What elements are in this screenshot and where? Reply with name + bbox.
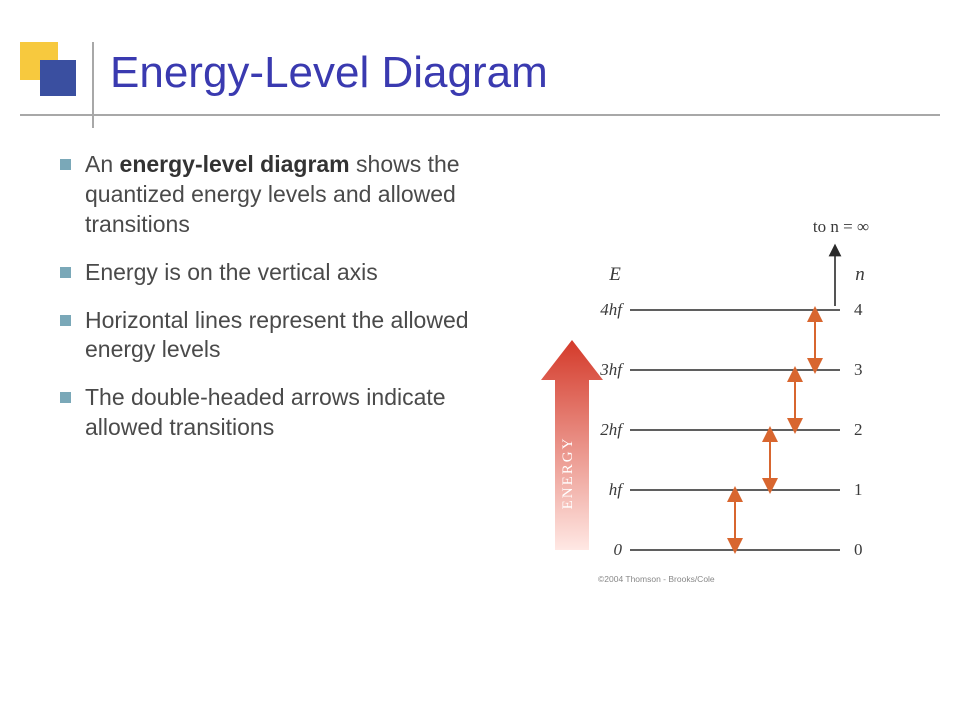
bullet-list: An energy-level diagram shows the quanti… [60,150,490,461]
svg-text:hf: hf [609,480,625,499]
svg-text:ENERGY: ENERGY [560,437,576,510]
diagram-svg: ENERGY En to n = ∞ 0 0 hf 1 2hf 2 3hf 3 4hf 4 [540,150,900,580]
bullet-icon [60,392,71,403]
svg-text:2: 2 [854,420,863,439]
svg-text:n: n [855,264,865,285]
accent-vertical-line [92,42,94,128]
svg-text:E: E [608,264,621,285]
title-accent [20,42,100,112]
page-title: Energy-Level Diagram [110,48,548,98]
energy-level-diagram: ENERGYEnto n = ∞00hf12hf23hf34hf4 ©2004 … [540,150,900,580]
bullet-item: An energy-level diagram shows the quanti… [60,150,490,240]
bullet-icon [60,267,71,278]
svg-text:0: 0 [614,540,623,559]
accent-blue-square [40,60,76,96]
bullet-text: Horizontal lines represent the allowed e… [85,306,490,366]
svg-text:to n = ∞: to n = ∞ [813,217,869,236]
copyright-text: ©2004 Thomson - Brooks/Cole [598,574,715,584]
bullet-icon [60,315,71,326]
svg-text:4: 4 [854,300,863,319]
bullet-text: An energy-level diagram shows the quanti… [85,150,490,240]
svg-text:1: 1 [854,480,863,499]
svg-text:0: 0 [854,540,863,559]
accent-horizontal-line [20,114,940,116]
svg-text:4hf: 4hf [600,300,624,319]
bullet-item: Horizontal lines represent the allowed e… [60,306,490,366]
svg-text:3hf: 3hf [599,360,624,379]
bullet-item: The double-headed arrows indicate allowe… [60,383,490,443]
bullet-item: Energy is on the vertical axis [60,258,490,288]
bullet-text: The double-headed arrows indicate allowe… [85,383,490,443]
bullet-icon [60,159,71,170]
svg-text:2hf: 2hf [600,420,624,439]
bullet-text: Energy is on the vertical axis [85,258,378,288]
svg-text:3: 3 [854,360,863,379]
